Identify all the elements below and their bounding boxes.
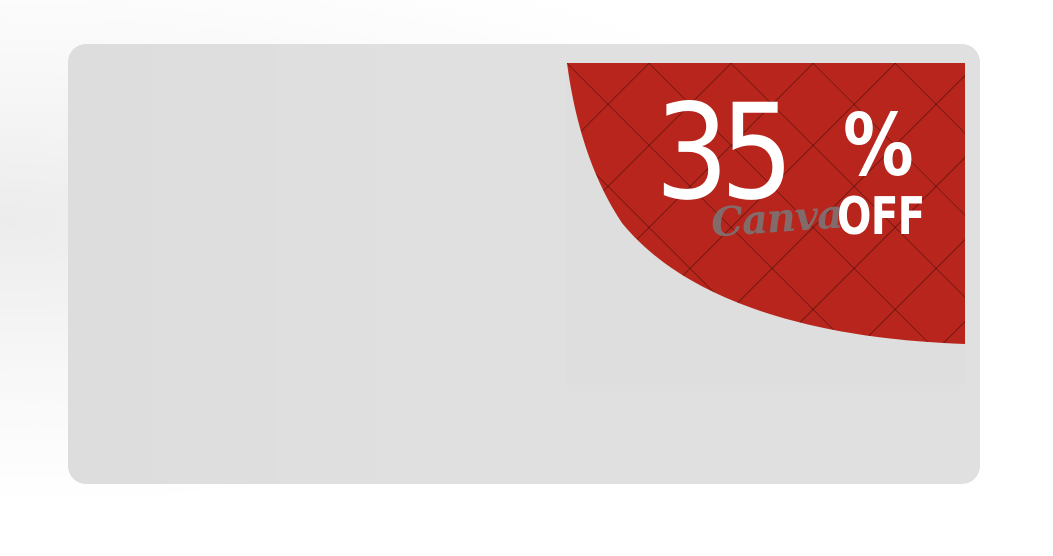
image-card[interactable]: 35 % OFF Canva [68,44,980,484]
off-label: OFF [837,187,925,247]
discount-sticker: 35 % OFF Canva [567,63,965,345]
percent-sign: % [843,96,914,196]
discount-number: 35 [655,76,794,230]
sticker-background [567,63,965,344]
discount-sticker-area: 35 % OFF Canva [567,63,965,385]
canva-watermark: Canva [709,190,844,247]
